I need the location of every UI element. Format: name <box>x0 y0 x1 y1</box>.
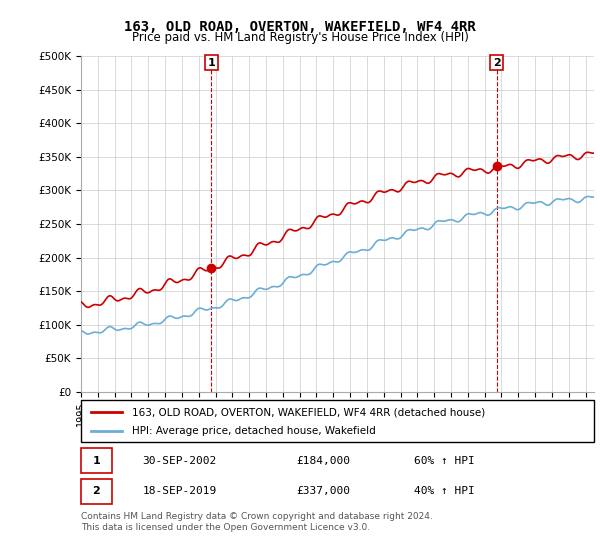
Text: 30-SEP-2002: 30-SEP-2002 <box>143 456 217 465</box>
Text: Price paid vs. HM Land Registry's House Price Index (HPI): Price paid vs. HM Land Registry's House … <box>131 31 469 44</box>
Text: 40% ↑ HPI: 40% ↑ HPI <box>415 487 475 496</box>
Text: £184,000: £184,000 <box>296 456 350 465</box>
Text: Contains HM Land Registry data © Crown copyright and database right 2024.
This d: Contains HM Land Registry data © Crown c… <box>81 512 433 532</box>
FancyBboxPatch shape <box>81 448 112 473</box>
Text: 163, OLD ROAD, OVERTON, WAKEFIELD, WF4 4RR (detached house): 163, OLD ROAD, OVERTON, WAKEFIELD, WF4 4… <box>133 407 485 417</box>
FancyBboxPatch shape <box>81 479 112 504</box>
Text: £337,000: £337,000 <box>296 487 350 496</box>
Text: HPI: Average price, detached house, Wakefield: HPI: Average price, detached house, Wake… <box>133 426 376 436</box>
Text: 2: 2 <box>493 58 500 68</box>
Text: 1: 1 <box>92 456 100 465</box>
FancyBboxPatch shape <box>81 400 594 442</box>
Text: 1: 1 <box>208 58 215 68</box>
Text: 60% ↑ HPI: 60% ↑ HPI <box>415 456 475 465</box>
Text: 18-SEP-2019: 18-SEP-2019 <box>143 487 217 496</box>
Text: 2: 2 <box>92 487 100 496</box>
Text: 163, OLD ROAD, OVERTON, WAKEFIELD, WF4 4RR: 163, OLD ROAD, OVERTON, WAKEFIELD, WF4 4… <box>124 20 476 34</box>
